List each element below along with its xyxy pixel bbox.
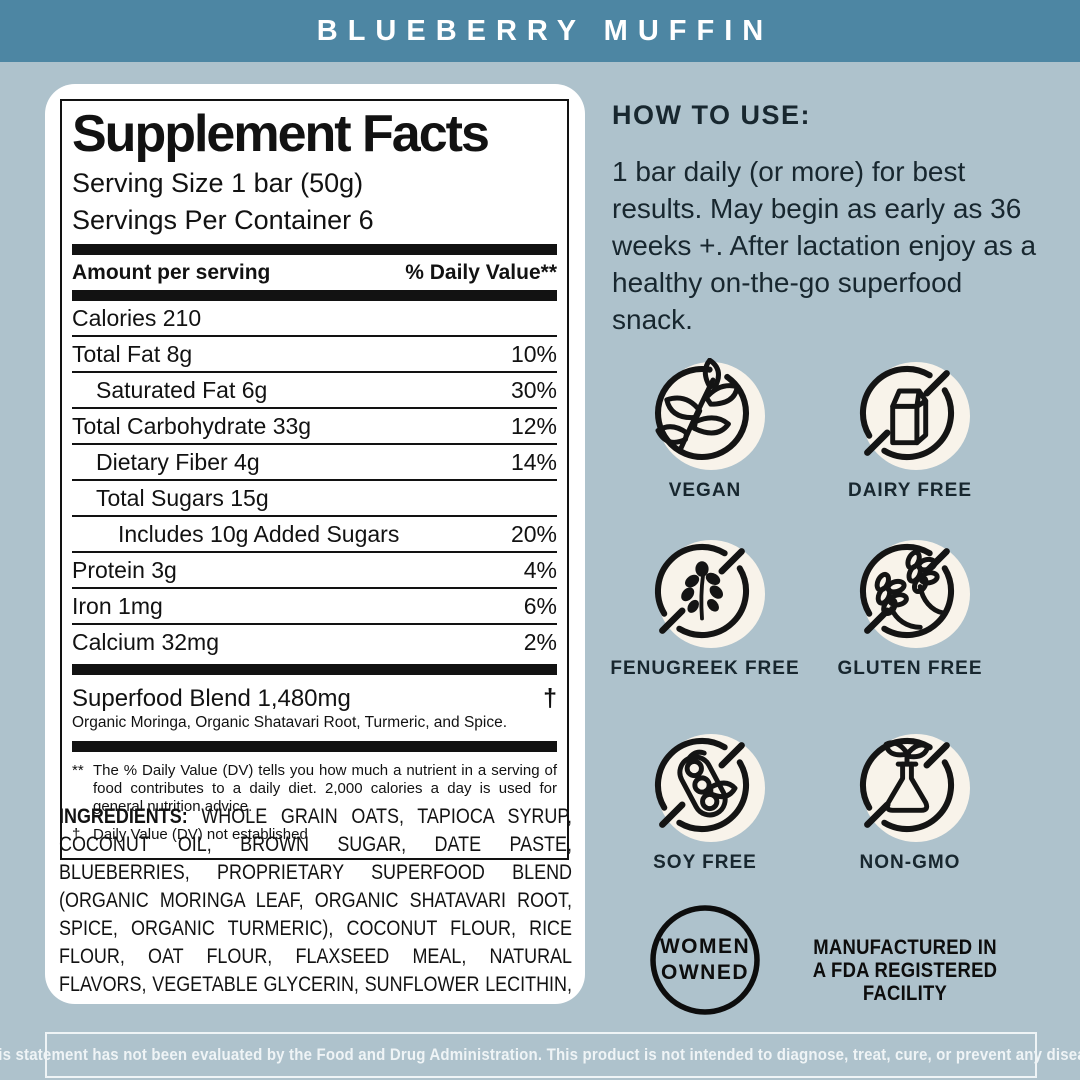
nutrient-row-protein: Protein 3g 4% xyxy=(72,553,557,589)
leaf-branch-icon xyxy=(654,358,750,460)
flavor-title: BLUEBERRY MUFFIN xyxy=(316,14,774,47)
nutrient-row-saturated-fat: Saturated Fat 6g 30% xyxy=(72,373,557,409)
flavor-banner: BLUEBERRY MUFFIN xyxy=(0,0,1080,62)
badge-gluten-free: GLUTEN FREE xyxy=(815,536,1005,680)
daily-value-header: % Daily Value** xyxy=(405,261,557,284)
badge-label: GLUTEN FREE xyxy=(837,658,983,679)
fenugreek-sprig-icon xyxy=(655,544,749,638)
soybean-pod-icon xyxy=(655,738,749,832)
dagger-mark: † xyxy=(543,684,557,712)
ingredients-list: INGREDIENTS: WHOLE GRAIN OATS, TAPIOCA S… xyxy=(59,803,572,1004)
supplement-facts-panel: Supplement Facts Serving Size 1 bar (50g… xyxy=(60,99,569,860)
women-owned-line2: OWNED xyxy=(661,961,749,984)
daily-value-footnote: ** The % Daily Value (DV) tells you how … xyxy=(72,762,557,815)
wheat-stalks-icon xyxy=(860,544,954,638)
nutrient-row-dietary-fiber: Dietary Fiber 4g 14% xyxy=(72,445,557,481)
nutrient-row-total-fat: Total Fat 8g 10% xyxy=(72,337,557,373)
nutrient-row-iron: Iron 1mg 6% xyxy=(72,589,557,625)
badge-label: DAIRY FREE xyxy=(847,480,973,501)
ingredients-text: WHOLE GRAIN OATS, TAPIOCA SYRUP, COCONUT… xyxy=(59,805,572,1004)
superfood-blend-components: Organic Moringa, Organic Shatavari Root,… xyxy=(72,714,508,731)
facts-header-row: Amount per serving % Daily Value** xyxy=(72,255,557,290)
nutrient-row-calories: Calories 210 xyxy=(72,301,557,337)
badge-label: FENUGREEK FREE xyxy=(610,658,800,679)
supplement-facts-card: Supplement Facts Serving Size 1 bar (50g… xyxy=(45,84,585,1004)
women-owned-line1: WOMEN xyxy=(659,935,751,958)
divider-bar xyxy=(72,244,557,255)
superfood-blend-name: Superfood Blend 1,480mg xyxy=(72,685,351,712)
fda-disclaimer-text: This statement has not been evaluated by… xyxy=(0,1045,1080,1064)
nutrient-row-calcium: Calcium 32mg 2% xyxy=(72,629,557,655)
circle-outline-icon xyxy=(650,905,760,1015)
badge-fenugreek-free: FENUGREEK FREE xyxy=(610,536,800,680)
badge-vegan: VEGAN xyxy=(610,358,800,502)
divider-bar xyxy=(72,664,557,675)
badge-soy-free: SOY FREE xyxy=(610,730,800,874)
serving-size: Serving Size 1 bar (50g) xyxy=(72,168,364,198)
women-owned-seal: WOMEN OWNED xyxy=(649,904,761,1016)
milk-carton-icon xyxy=(860,366,954,460)
how-to-use-title: HOW TO USE: xyxy=(612,100,812,130)
supplement-facts-title: Supplement Facts xyxy=(72,105,490,163)
dagger-footnote: † Daily Value (DV) not established xyxy=(72,826,308,843)
fda-disclaimer-box: This statement has not been evaluated by… xyxy=(0,1032,1080,1078)
how-to-use-body: 1 bar daily (or more) for best results. … xyxy=(612,156,1037,335)
servings-per-container: Servings Per Container 6 xyxy=(72,205,374,235)
badge-non-gmo: NON-GMO xyxy=(815,730,1005,874)
superfood-blend-row: Superfood Blend 1,480mg † xyxy=(72,684,557,713)
amount-per-serving-header: Amount per serving xyxy=(72,261,271,284)
nutrient-row-total-carbohydrate: Total Carbohydrate 33g 12% xyxy=(72,409,557,445)
badge-dairy-free: DAIRY FREE xyxy=(815,358,1005,502)
divider-bar xyxy=(72,741,557,752)
ingredients-label: INGREDIENTS: xyxy=(59,805,188,828)
nutrient-row-added-sugars: Includes 10g Added Sugars 20% xyxy=(72,517,557,553)
badge-label: NON-GMO xyxy=(859,852,961,873)
flask-sprout-icon xyxy=(860,738,954,832)
badge-label: VEGAN xyxy=(668,480,742,501)
divider-bar xyxy=(72,290,557,301)
nutrient-row-total-sugars: Total Sugars 15g xyxy=(72,481,557,517)
manufactured-note: MANUFACTURED IN A FDA REGISTERED FACILIT… xyxy=(812,936,998,1005)
badge-label: SOY FREE xyxy=(653,852,757,873)
